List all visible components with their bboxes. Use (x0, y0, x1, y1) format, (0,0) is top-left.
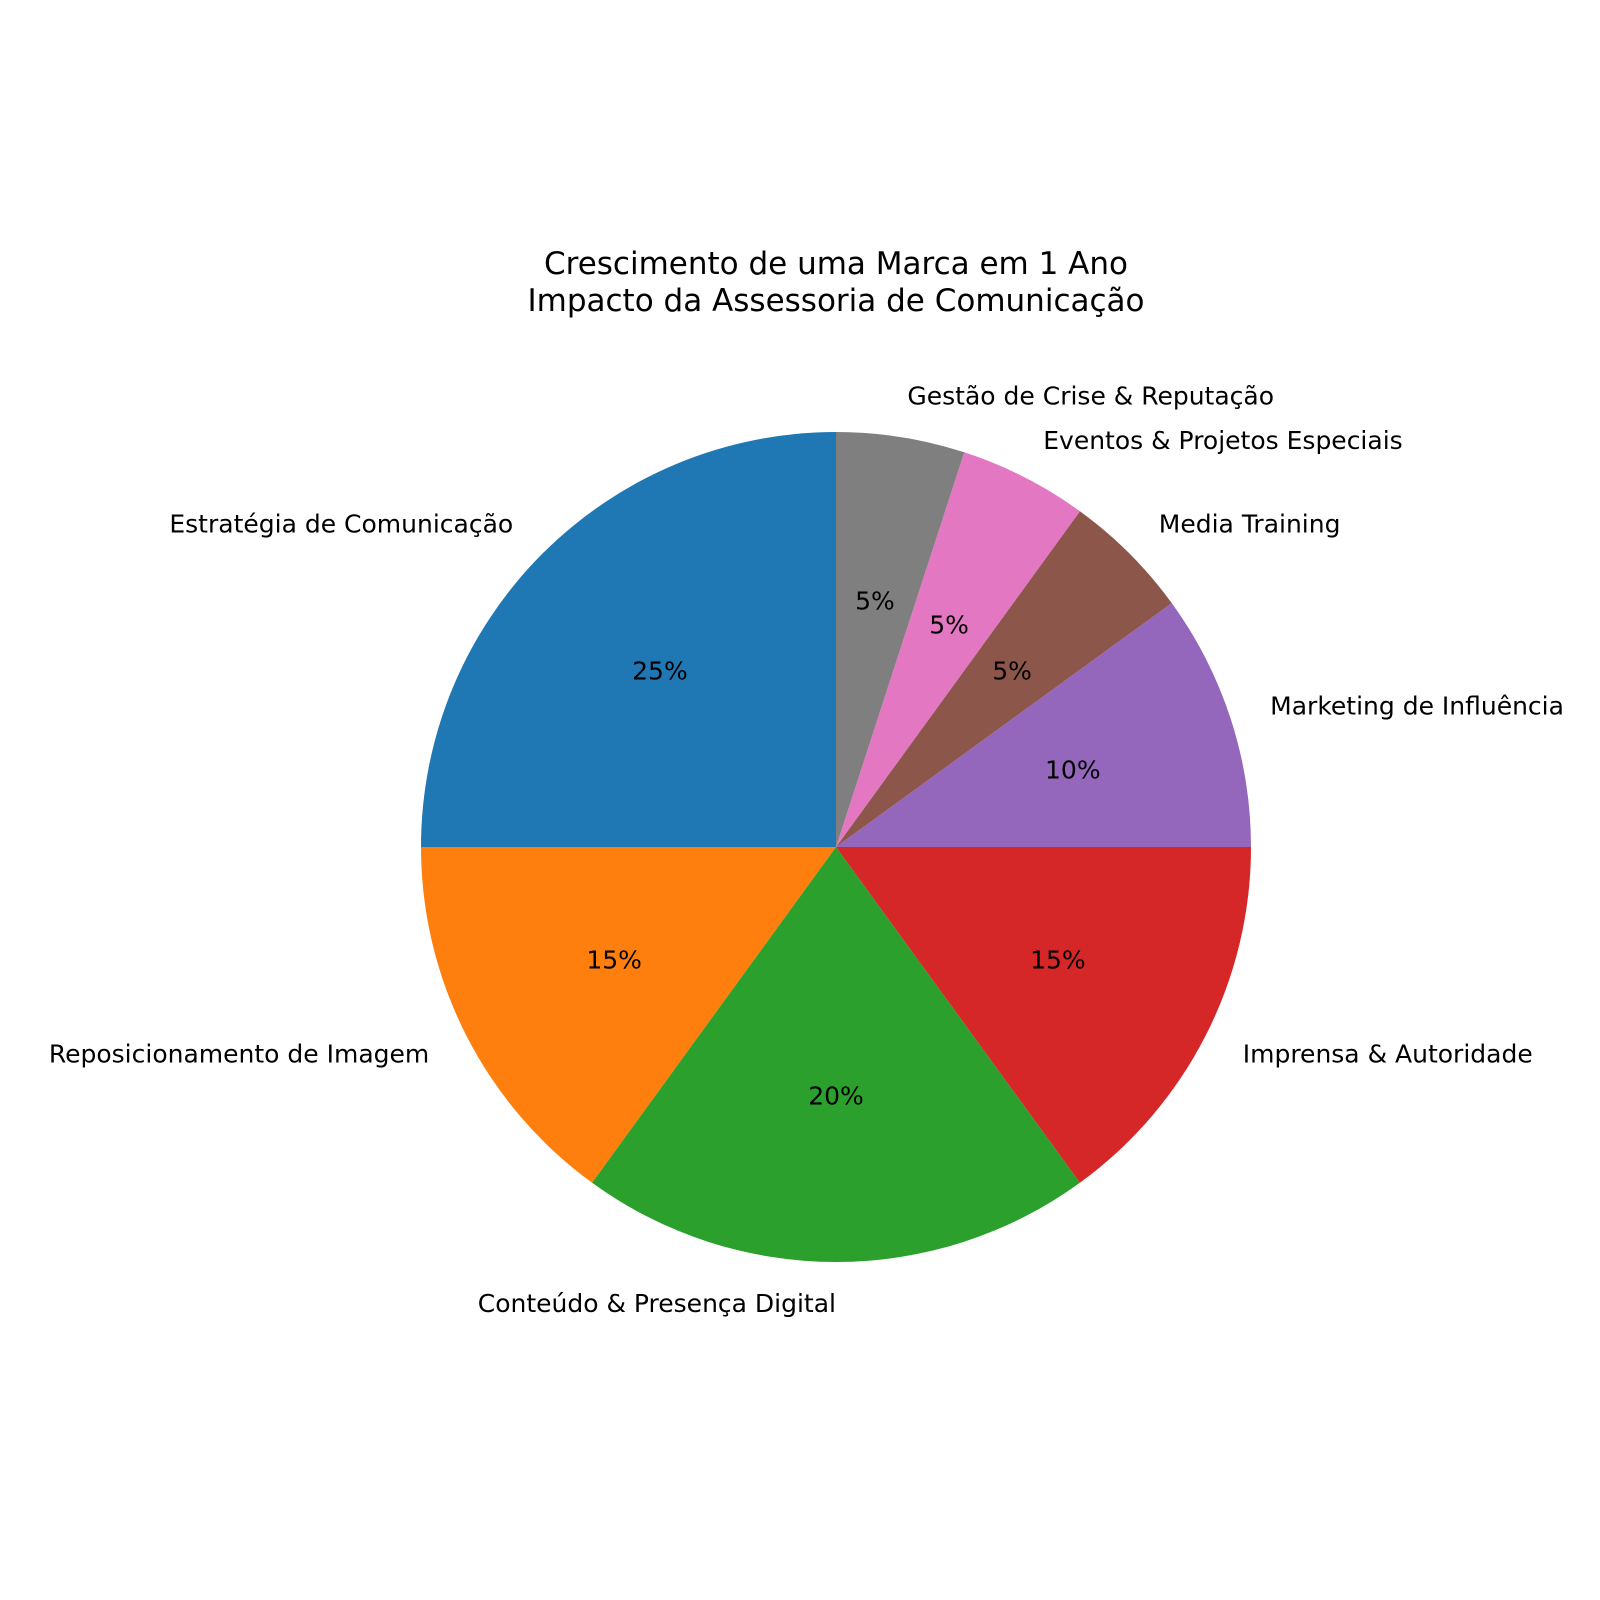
pct-label-estrategia-de-comunicacao: 25% (632, 656, 688, 685)
pie-slice-gestao-de-crise-and-reputacao (836, 432, 965, 847)
pie-slice-marketing-de-influencia (836, 603, 1251, 847)
chart-title-line-1: Crescimento de uma Marca em 1 Ano (544, 246, 1128, 282)
pct-label-reposicionamento-de-imagem: 15% (586, 946, 642, 975)
pie-slices (421, 432, 1251, 1262)
slice-label-gestao-de-crise-and-reputacao: Gestão de Crise & Reputação (907, 382, 1274, 411)
pie-slice-reposicionamento-de-imagem (421, 847, 836, 1183)
pct-label-imprensa-and-autoridade: 15% (1030, 946, 1086, 975)
pie-slice-eventos-and-projetos-especiais (836, 452, 1080, 847)
slice-label-reposicionamento-de-imagem: Reposicionamento de Imagem (49, 1040, 429, 1069)
pie-slice-imprensa-and-autoridade (836, 847, 1251, 1183)
slice-label-marketing-de-influencia: Marketing de Influência (1270, 691, 1564, 720)
pct-label-media-training: 5% (992, 656, 1032, 685)
slice-label-imprensa-and-autoridade: Imprensa & Autoridade (1243, 1040, 1533, 1069)
pct-label-marketing-de-influencia: 10% (1045, 756, 1101, 785)
slice-label-estrategia-de-comunicacao: Estratégia de Comunicação (169, 510, 513, 539)
pie-slice-estrategia-de-comunicacao (421, 432, 836, 847)
pie-labels: Estratégia de Comunicação 25% Reposicionam… (49, 382, 1564, 1318)
pie-slice-conteudo-and-presenca-digital (592, 847, 1080, 1262)
pct-label-conteudo-and-presenca-digital: 20% (808, 1082, 864, 1111)
slice-label-media-training: Media Training (1159, 510, 1341, 539)
pie-slice-media-training (836, 511, 1172, 847)
pct-label-eventos-and-projetos-especiais: 5% (929, 611, 969, 640)
chart-title-line-2: Impacto da Assessoria de Comunicação (528, 283, 1145, 319)
slice-label-conteudo-and-presenca-digital: Conteúdo & Presença Digital (478, 1289, 836, 1318)
slice-label-eventos-and-projetos-especiais: Eventos & Projetos Especiais (1043, 426, 1402, 455)
pct-label-gestao-de-crise-and-reputacao: 5% (855, 587, 895, 616)
